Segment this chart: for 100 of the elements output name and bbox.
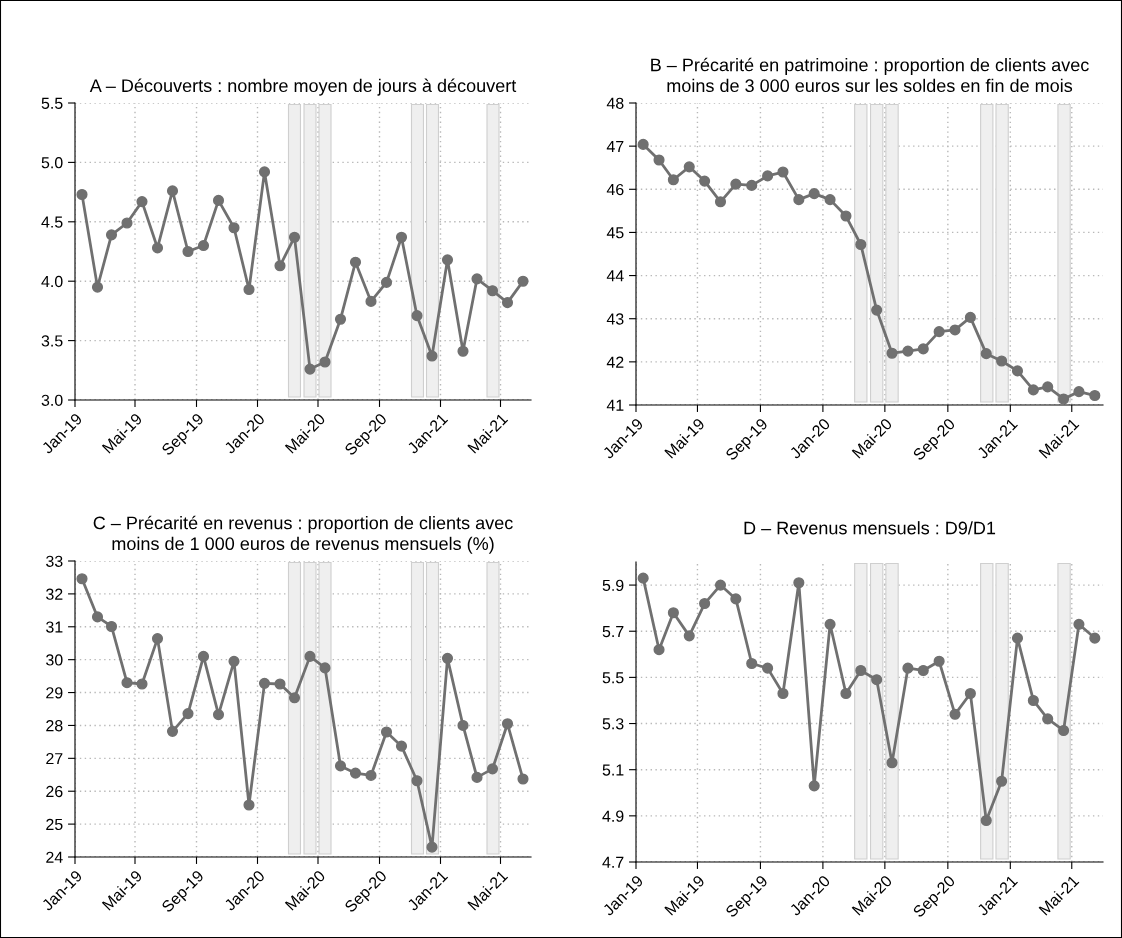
point (637, 572, 649, 584)
point (683, 161, 695, 173)
y-tick-label: 30 (46, 654, 63, 666)
point (653, 644, 665, 656)
y-tick-label: 33 (46, 555, 63, 567)
point (699, 175, 711, 187)
point (637, 138, 649, 150)
point (258, 677, 271, 689)
point (380, 726, 393, 738)
point (182, 708, 194, 720)
point (151, 242, 164, 254)
point (808, 780, 820, 792)
point (319, 356, 331, 368)
point (917, 664, 929, 677)
point (730, 593, 742, 605)
point (777, 166, 789, 178)
point (121, 677, 133, 689)
y-tick-label: 5.9 (602, 579, 624, 592)
point (902, 345, 914, 357)
point (395, 231, 408, 243)
point (667, 607, 679, 619)
point (762, 662, 774, 674)
y-tick-label: 27 (46, 752, 63, 765)
point (105, 229, 118, 241)
y-tick-label: 5.5 (41, 97, 63, 109)
point (471, 273, 483, 285)
y-tick-label: 46 (606, 183, 624, 196)
y-tick-label: 28 (46, 720, 63, 732)
point (457, 719, 469, 732)
point (949, 708, 961, 720)
point (395, 740, 408, 752)
point (365, 295, 377, 307)
point (1027, 694, 1039, 707)
point (855, 238, 867, 251)
y-tick-label: 44 (606, 270, 624, 282)
point (334, 760, 347, 772)
chart-title: B – Précarité en patrimoine : proportion de clients avec moins de 3 000 euros sur les soldes en fin de mois (651, 57, 1089, 93)
point (840, 687, 852, 700)
y-tick-label: 3.5 (41, 335, 63, 347)
point (182, 245, 194, 258)
point (1073, 386, 1085, 398)
point (1011, 632, 1024, 644)
point (517, 275, 529, 287)
point (964, 687, 976, 700)
point (1089, 632, 1101, 644)
point (808, 188, 820, 200)
point (136, 678, 148, 690)
y-tick-label: 4.0 (41, 275, 63, 288)
point (964, 311, 976, 323)
y-tick-label: 5.0 (41, 157, 63, 169)
chart-title: D – Revenus mensuels : D9/D1 (744, 521, 996, 535)
chart-title: A – Découverts : nombre moyen de jours à découvert (89, 78, 517, 96)
y-tick-label: 45 (606, 227, 624, 239)
point (441, 652, 454, 664)
point (886, 347, 898, 359)
point (365, 769, 377, 781)
point (501, 718, 514, 730)
y-tick-label: 32 (46, 588, 63, 600)
point (411, 775, 423, 787)
point (933, 655, 945, 667)
point (1089, 389, 1101, 402)
point (980, 348, 992, 360)
y-tick-label: 5.7 (602, 626, 624, 638)
point (136, 196, 148, 208)
point (457, 345, 469, 357)
point (730, 178, 742, 190)
y-tick-label: 3.0 (41, 394, 63, 406)
point (949, 324, 961, 336)
point (1011, 365, 1024, 377)
point (917, 343, 929, 355)
point (166, 725, 179, 737)
point (517, 773, 529, 785)
point (380, 276, 393, 288)
y-tick-label: 5.3 (602, 718, 624, 730)
point (683, 630, 695, 642)
point (996, 355, 1008, 367)
y-tick-label: 43 (606, 313, 624, 325)
point (714, 196, 727, 208)
y-tick-label: 41 (606, 399, 624, 411)
point (76, 573, 88, 585)
point (228, 222, 240, 234)
point (411, 310, 423, 322)
point (151, 633, 164, 645)
point (824, 618, 836, 630)
point (243, 799, 255, 811)
point (304, 363, 316, 375)
point (871, 304, 883, 316)
y-tick-label: 47 (606, 140, 624, 152)
point (933, 326, 945, 338)
point (1058, 724, 1070, 737)
point (486, 285, 499, 297)
point (212, 194, 225, 206)
point (855, 664, 867, 677)
point (840, 210, 852, 222)
point (714, 579, 727, 591)
point (319, 662, 331, 674)
point (653, 154, 665, 166)
point (274, 678, 286, 690)
point (91, 281, 104, 293)
point (274, 260, 286, 272)
